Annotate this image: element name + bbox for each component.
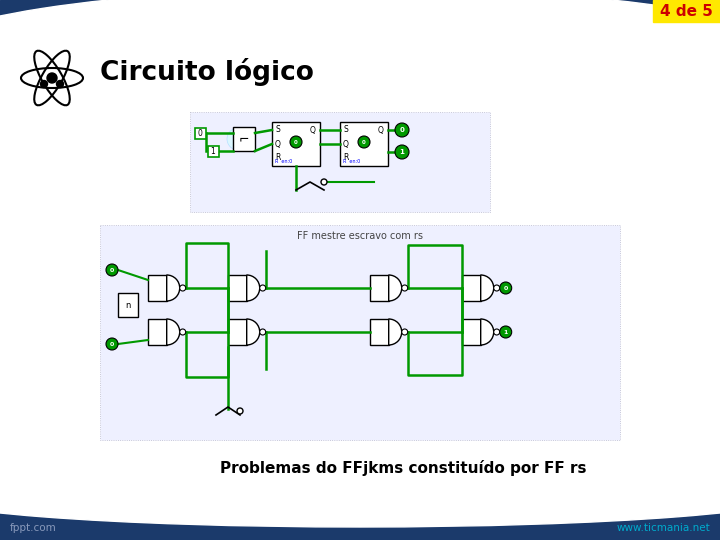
Circle shape bbox=[494, 329, 500, 335]
Circle shape bbox=[402, 329, 408, 335]
Bar bbox=[462, 319, 481, 345]
Bar bbox=[228, 319, 247, 345]
Bar bbox=[190, 112, 490, 212]
Bar bbox=[207, 145, 218, 157]
Circle shape bbox=[395, 145, 409, 159]
Bar bbox=[370, 319, 389, 345]
Text: 4 de 5: 4 de 5 bbox=[660, 3, 712, 18]
Ellipse shape bbox=[0, 0, 720, 128]
Bar bbox=[653, 0, 720, 22]
Text: S: S bbox=[343, 125, 348, 134]
Wedge shape bbox=[481, 275, 494, 301]
Text: n: n bbox=[125, 300, 131, 309]
Text: 0: 0 bbox=[294, 139, 298, 145]
Bar bbox=[272, 122, 320, 166]
Text: Q: Q bbox=[343, 139, 349, 148]
Bar bbox=[148, 319, 167, 345]
Text: 1: 1 bbox=[503, 329, 508, 334]
Bar bbox=[228, 275, 247, 301]
Text: R: R bbox=[343, 152, 348, 161]
Circle shape bbox=[260, 285, 266, 291]
Circle shape bbox=[237, 408, 243, 414]
Circle shape bbox=[395, 123, 409, 137]
Text: Q: Q bbox=[377, 125, 383, 134]
Circle shape bbox=[180, 329, 186, 335]
Text: Q: Q bbox=[309, 125, 315, 134]
Text: S: S bbox=[275, 125, 280, 134]
Text: 1: 1 bbox=[211, 146, 215, 156]
Circle shape bbox=[40, 80, 48, 87]
Bar bbox=[100, 225, 620, 440]
Text: 0: 0 bbox=[362, 139, 366, 145]
Bar bbox=[118, 293, 138, 317]
Circle shape bbox=[500, 282, 512, 294]
Bar bbox=[148, 275, 167, 301]
Bar bbox=[340, 122, 388, 166]
Circle shape bbox=[494, 285, 500, 291]
Wedge shape bbox=[167, 275, 180, 301]
Circle shape bbox=[106, 264, 118, 276]
Circle shape bbox=[290, 136, 302, 148]
Circle shape bbox=[56, 80, 63, 87]
Wedge shape bbox=[389, 275, 402, 301]
Text: R  en:0: R en:0 bbox=[275, 159, 292, 164]
Circle shape bbox=[500, 326, 512, 338]
Wedge shape bbox=[481, 319, 494, 345]
Text: 0: 0 bbox=[110, 341, 114, 347]
Bar bbox=[233, 127, 255, 151]
Text: R: R bbox=[275, 152, 280, 161]
Text: ⌐: ⌐ bbox=[239, 132, 249, 145]
Bar bbox=[370, 275, 389, 301]
Wedge shape bbox=[247, 275, 260, 301]
Text: fppt.com: fppt.com bbox=[10, 523, 57, 533]
Text: R  en:0: R en:0 bbox=[343, 159, 360, 164]
Wedge shape bbox=[247, 319, 260, 345]
Text: Q: Q bbox=[275, 139, 281, 148]
Circle shape bbox=[106, 338, 118, 350]
Bar bbox=[462, 275, 481, 301]
Wedge shape bbox=[167, 319, 180, 345]
Text: 0: 0 bbox=[503, 286, 508, 291]
Bar bbox=[0, 490, 720, 540]
Text: Problemas do FFjkms constituído por FF rs: Problemas do FFjkms constituído por FF r… bbox=[220, 460, 587, 476]
Bar bbox=[194, 127, 205, 138]
Text: 0: 0 bbox=[400, 127, 405, 133]
Circle shape bbox=[47, 73, 57, 83]
Wedge shape bbox=[389, 319, 402, 345]
Text: Circuito lógico: Circuito lógico bbox=[100, 58, 314, 86]
Circle shape bbox=[180, 285, 186, 291]
Text: 0: 0 bbox=[197, 129, 202, 138]
Circle shape bbox=[402, 285, 408, 291]
Circle shape bbox=[260, 329, 266, 335]
Circle shape bbox=[321, 179, 327, 185]
Circle shape bbox=[227, 128, 249, 150]
Bar bbox=[0, 58, 720, 488]
Text: 0: 0 bbox=[110, 267, 114, 273]
Text: www.ticmania.net: www.ticmania.net bbox=[616, 523, 710, 533]
Text: FF mestre escravo com rs: FF mestre escravo com rs bbox=[297, 231, 423, 241]
Ellipse shape bbox=[0, 457, 720, 527]
Text: 1: 1 bbox=[400, 149, 405, 155]
Circle shape bbox=[358, 136, 370, 148]
